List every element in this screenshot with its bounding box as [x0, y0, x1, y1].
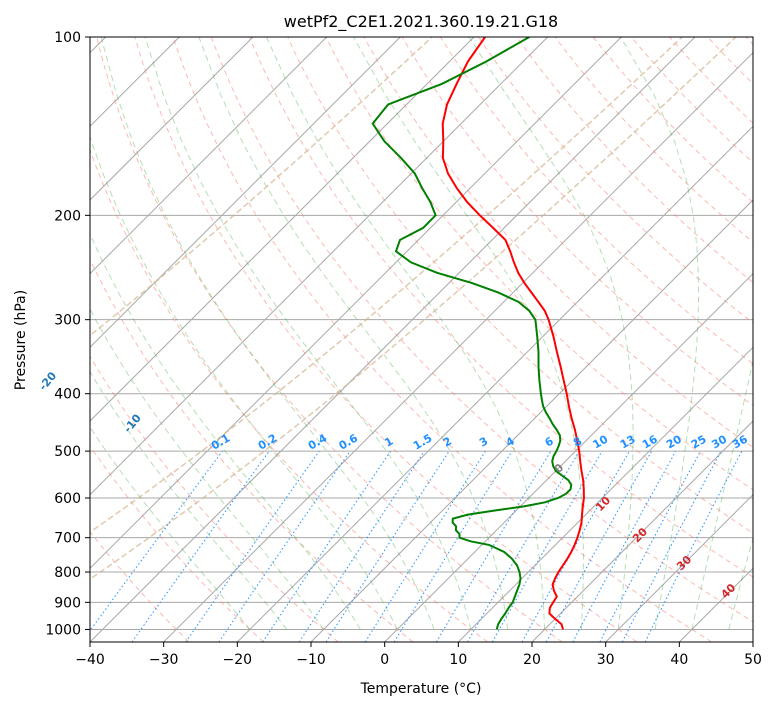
- isotherm-line: [310, 199, 753, 642]
- y-tick-label: 500: [54, 444, 81, 460]
- mixing-ratio-line: [521, 450, 630, 642]
- y-tick-label: 200: [54, 208, 81, 224]
- y-tick-label: 400: [54, 387, 81, 403]
- mixing-ratio-line: [393, 450, 513, 642]
- dry-adiabat-line: [516, 37, 753, 284]
- moist-adiabat-line: [90, 426, 251, 630]
- x-axis-label: Temperature (°C): [360, 681, 482, 697]
- isotherm-line: [457, 346, 753, 642]
- x-tick-label: −40: [75, 652, 105, 668]
- mixing-ratio-line: [131, 450, 270, 642]
- plot-frame: [89, 36, 754, 643]
- y-tick-label: 700: [54, 531, 81, 547]
- moist-adiabat-line: [100, 37, 435, 630]
- moist-adiabat-line: [728, 536, 753, 630]
- isotherm-line: [90, 37, 254, 201]
- dry-adiabat-line: [592, 37, 753, 204]
- mixing-ratio-line: [644, 450, 743, 642]
- isotherm-line: [752, 641, 753, 642]
- grid-layer: [90, 37, 753, 642]
- dry-adiabat-line: [325, 37, 753, 491]
- x-tick-label: 0: [380, 652, 389, 668]
- dry-adiabat-line: [134, 37, 638, 642]
- isotherm-line: [90, 37, 696, 642]
- dry-adiabat-line: [287, 37, 753, 534]
- dewpoint-profile: [371, 37, 573, 630]
- dry-adiabat-line: [554, 37, 753, 243]
- dry-adiabat-line: [210, 37, 753, 623]
- x-tick-label: 40: [670, 652, 688, 668]
- moist-adiabat-line: [620, 37, 700, 630]
- dry-adiabat-line: [630, 37, 753, 164]
- moist-adiabat-line: [90, 232, 361, 630]
- mixing-ratio-line: [90, 450, 223, 632]
- mixing-ratio-line: [185, 450, 320, 642]
- isotherm-line: [236, 125, 753, 642]
- plot-background: [90, 37, 753, 642]
- y-tick-label: 600: [54, 491, 81, 507]
- dry-adiabat-line: [96, 37, 563, 642]
- dry-adiabat-line: [401, 37, 753, 407]
- moist-adiabat-line: [90, 307, 325, 630]
- moist-adiabat-line: [266, 37, 546, 630]
- series-layer: [371, 37, 585, 630]
- y-axis-label: Pressure (hPa): [13, 290, 29, 390]
- y-tick-label: 900: [54, 595, 81, 611]
- y-tick-label: 100: [54, 30, 81, 46]
- dry-adiabat-line: [90, 530, 190, 642]
- mixing-ratio-line: [325, 450, 450, 642]
- x-tick-label: 50: [744, 652, 762, 668]
- lcl-curve: [90, 37, 433, 337]
- temperature-profile: [441, 37, 585, 630]
- x-tick-label: −20: [223, 652, 253, 668]
- moist-adiabat-line: [691, 358, 753, 630]
- mixing-ratio-line: [218, 450, 351, 642]
- mixing-ratio-line: [572, 450, 677, 642]
- x-tick-label: 10: [449, 652, 467, 668]
- mixing-ratio-line: [298, 450, 425, 642]
- dry-adiabat-line: [439, 37, 753, 365]
- moist-adiabat-line: [198, 37, 509, 630]
- mixing-ratio-line: [262, 450, 392, 642]
- y-axis: 100 200 300 400 500 600 700 800 900 1000: [45, 30, 90, 638]
- moist-adiabat-line: [90, 370, 288, 630]
- chart-title: wetPf2_C2E1.2021.360.19.21.G18: [284, 12, 558, 32]
- x-axis: −40 −30 −20 −10 0 10 20 30 40 50: [75, 642, 762, 668]
- isotherm-line: [90, 37, 401, 349]
- isotherm-line: [90, 37, 622, 570]
- y-tick-label: 800: [54, 565, 81, 581]
- x-tick-label: 30: [597, 652, 615, 668]
- x-tick-label: −30: [149, 652, 179, 668]
- moist-adiabat-line: [468, 37, 634, 630]
- isotherm-line: [384, 272, 753, 642]
- x-tick-label: −10: [296, 652, 326, 668]
- moist-adiabat-line: [353, 37, 584, 630]
- dry-adiabat-line: [90, 355, 339, 642]
- isotherm-line: [90, 37, 549, 496]
- y-tick-label: 300: [54, 313, 81, 329]
- dry-adiabat-line: [363, 37, 753, 448]
- dry-adiabat-line: [249, 37, 753, 578]
- lcl-curve: [90, 37, 737, 580]
- mixing-ratio-line: [545, 450, 653, 642]
- moist-adiabat-line: [144, 37, 472, 630]
- x-tick-label: 20: [523, 652, 541, 668]
- isotherm-line: [163, 51, 753, 642]
- isotherm-line: [90, 37, 475, 422]
- moist-adiabat-line: [90, 135, 398, 630]
- isotherm-line: [90, 37, 328, 275]
- dry-adiabat-line: [90, 258, 414, 642]
- isotherm-line: [531, 420, 753, 642]
- y-tick-label: 1000: [45, 622, 81, 638]
- isotherm-line: [605, 493, 753, 642]
